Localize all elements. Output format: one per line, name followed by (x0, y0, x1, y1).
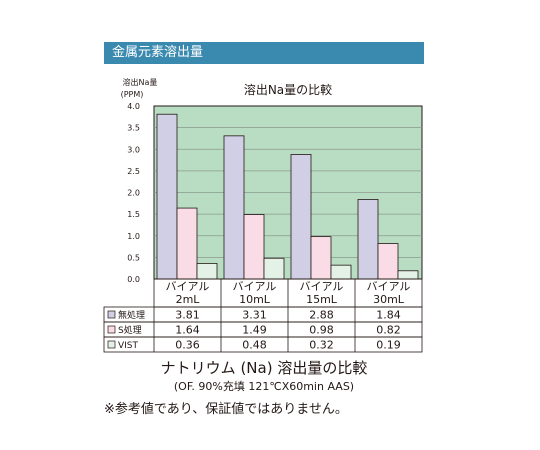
bar-1-2 (223, 135, 245, 280)
y-tick-label: 4.0 (127, 102, 140, 111)
chart-conditions: (OF. 90%充填 121℃X60min AAS) (173, 380, 355, 393)
y-tick-label: 1.0 (127, 232, 140, 241)
bar-2-2 (243, 214, 265, 280)
bar-3-2 (263, 257, 285, 280)
chart-title: 溶出Na量の比較 (244, 82, 332, 97)
bar-chart: 溶出Na量 (PPM) 0.00.51.01.52.02.53.03.54.0 … (103, 77, 423, 353)
table-cell-value: 1.84 (376, 309, 401, 322)
legend-swatch-3 (107, 340, 116, 349)
bars (156, 113, 419, 280)
legend-swatch-2 (107, 325, 116, 334)
bar-1-4 (357, 199, 379, 280)
y-tick-label: 2.0 (127, 189, 140, 198)
table-cell-value: 3.81 (175, 309, 200, 322)
bar-1-3 (290, 154, 312, 280)
table-cell-value: 0.48 (242, 339, 267, 352)
bar-2-1 (176, 207, 198, 280)
y-tick-label: 2.5 (127, 167, 140, 176)
y-tick-labels: 0.0 0.5 1.0 1.5 2.0 2.5 3.0 3.5 4.0 (127, 102, 140, 284)
bar-3-1 (196, 263, 218, 280)
legend-label: VIST (118, 341, 139, 351)
section-header: 金属元素溶出量 (104, 42, 424, 64)
table-cell-value: 2.88 (309, 309, 334, 322)
category-label: バイアル (367, 280, 411, 293)
table-cell-value: 3.31 (242, 309, 267, 322)
y-axis-label-line-2: (PPM) (121, 90, 144, 99)
table-row (103, 336, 423, 353)
disclaimer-note: ※参考値であり、保証値ではありません。 (104, 402, 348, 417)
table-cell-value: 0.98 (309, 324, 334, 337)
category-label: 15mL (306, 293, 338, 306)
table-cell-value: 1.64 (175, 324, 200, 337)
bar-2-3 (310, 236, 332, 280)
category-label: バイアル (166, 280, 210, 293)
category-label: 2mL (176, 293, 201, 306)
y-tick-label: 0.0 (127, 275, 140, 284)
bar-3-3 (330, 264, 352, 280)
chart-title-box (238, 80, 338, 98)
category-label: バイアル (233, 280, 277, 293)
legend-label: 無処理 (118, 309, 145, 321)
table-cell-value: 0.82 (376, 324, 401, 337)
legend-label: S処理 (118, 324, 142, 336)
category-label: バイアル (300, 280, 344, 293)
y-tick-label: 3.5 (127, 124, 140, 133)
y-tick-label: 1.5 (127, 210, 140, 219)
y-axis-label-line-1: 溶出Na量 (123, 77, 158, 87)
bar-2-4 (377, 243, 399, 280)
table-cell-value: 0.32 (309, 339, 334, 352)
chart-caption: ナトリウム (Na) 溶出量の比較 (160, 359, 368, 377)
y-tick-label: 3.0 (127, 145, 140, 154)
table-cell-value: 0.36 (175, 339, 200, 352)
y-tick-label: 0.5 (127, 253, 140, 262)
category-label: 10mL (239, 293, 271, 306)
category-label: 30mL (373, 293, 405, 306)
bar-3-4 (397, 270, 419, 280)
table-cell-value: 1.49 (242, 324, 267, 337)
table-cell-value: 0.19 (376, 339, 401, 352)
bar-1-1 (156, 113, 178, 280)
legend-swatch-1 (107, 310, 116, 319)
